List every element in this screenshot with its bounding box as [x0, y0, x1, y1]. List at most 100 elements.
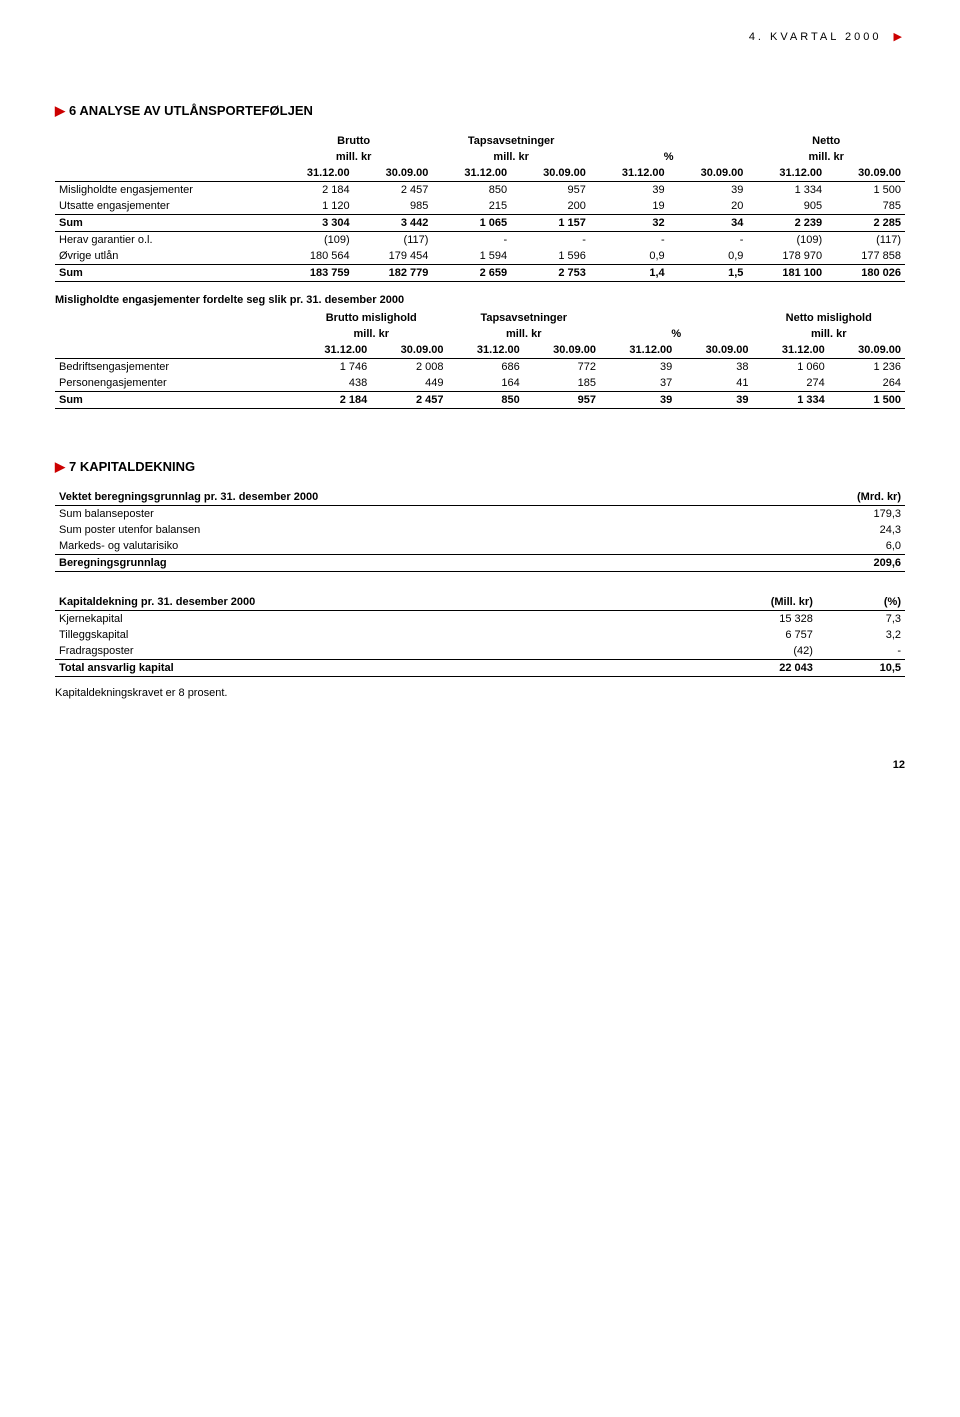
- cell: 1,5: [669, 265, 748, 282]
- row-label: Sum balanseposter: [55, 506, 767, 523]
- page-number: 12: [55, 759, 905, 771]
- cell: (117): [354, 232, 433, 249]
- cell: 22 043: [667, 660, 817, 677]
- section-6-title: ▶ 6 ANALYSE AV UTLÅNSPORTEFØLJEN: [55, 103, 905, 119]
- footer-note: Kapitaldekningskravet er 8 prosent.: [55, 687, 905, 699]
- unit-header-cell: %: [590, 149, 748, 165]
- col-header-cell: 30.09.00: [354, 165, 433, 182]
- cell: 182 779: [354, 265, 433, 282]
- col-header-cell: 31.12.00: [590, 165, 669, 182]
- section-7-title-text: 7 KAPITALDEKNING: [69, 459, 195, 474]
- cell: 39: [600, 359, 676, 376]
- table-sum-row: Sum 2 184 2 457 850 957 39 39 1 334 1 50…: [55, 392, 905, 409]
- cell: 15 328: [667, 611, 817, 628]
- table-sum-row: Beregningsgrunnlag 209,6: [55, 555, 905, 572]
- cell: 177 858: [826, 248, 905, 265]
- cell: 2 659: [432, 265, 511, 282]
- col-header-cell: 30.09.00: [829, 342, 905, 359]
- section-6-title-text: 6 ANALYSE AV UTLÅNSPORTEFØLJEN: [69, 103, 313, 118]
- cell: 180 026: [826, 265, 905, 282]
- cell: 2 184: [295, 392, 371, 409]
- cell: 957: [511, 182, 590, 199]
- cell: -: [817, 643, 905, 660]
- cell: 1 236: [829, 359, 905, 376]
- cell: 1 157: [511, 215, 590, 232]
- cell: 1 500: [826, 182, 905, 199]
- table-group-header: Brutto mislighold Tapsavsetninger Netto …: [55, 310, 905, 326]
- row-label: Total ansvarlig kapital: [55, 660, 667, 677]
- cell: 1 594: [432, 248, 511, 265]
- group-header-cell: Brutto mislighold: [295, 310, 448, 326]
- table-default-breakdown: Brutto mislighold Tapsavsetninger Netto …: [55, 310, 905, 409]
- cell: 850: [448, 392, 524, 409]
- cell: 39: [669, 182, 748, 199]
- table-col-header: Vektet beregningsgrunnlag pr. 31. desemb…: [55, 489, 905, 506]
- cell: 39: [676, 392, 752, 409]
- unit-header-cell: %: [600, 326, 753, 342]
- cell: 24,3: [767, 522, 905, 538]
- cell: 179,3: [767, 506, 905, 523]
- cell: 957: [524, 392, 600, 409]
- row-label: Utsatte engasjementer: [55, 198, 275, 215]
- cell: 785: [826, 198, 905, 215]
- cell: 3,2: [817, 627, 905, 643]
- cell: 34: [669, 215, 748, 232]
- unit-header-cell: mill. kr: [275, 149, 433, 165]
- cell: 0,9: [669, 248, 748, 265]
- row-label: Markeds- og valutarisiko: [55, 538, 767, 555]
- col-header-cell: 30.09.00: [511, 165, 590, 182]
- table-row: Herav garantier o.l. (109) (117) - - - -…: [55, 232, 905, 249]
- cell: 32: [590, 215, 669, 232]
- cell: 39: [590, 182, 669, 199]
- cell: 164: [448, 375, 524, 392]
- cell: 185: [524, 375, 600, 392]
- table-row: Bedriftsengasjementer 1 746 2 008 686 77…: [55, 359, 905, 376]
- row-label: Personengasjementer: [55, 375, 295, 392]
- table-loan-portfolio: Brutto Tapsavsetninger Netto mill. kr mi…: [55, 133, 905, 282]
- header-text: 4. KVARTAL 2000: [749, 31, 882, 43]
- unit-header-cell: mill. kr: [432, 149, 590, 165]
- col-header-cell: 31.12.00: [275, 165, 354, 182]
- row-label: Kjernekapital: [55, 611, 667, 628]
- col-header-cell: 31.12.00: [747, 165, 826, 182]
- cell: (42): [667, 643, 817, 660]
- cell: 1 334: [753, 392, 829, 409]
- row-label: Bedriftsengasjementer: [55, 359, 295, 376]
- row-label: Herav garantier o.l.: [55, 232, 275, 249]
- cell: -: [590, 232, 669, 249]
- table-unit-header: mill. kr mill. kr % mill. kr: [55, 149, 905, 165]
- table-unit-header: mill. kr mill. kr % mill. kr: [55, 326, 905, 342]
- cell: 2 239: [747, 215, 826, 232]
- cell: 2 184: [275, 182, 354, 199]
- cell: 179 454: [354, 248, 433, 265]
- cell: 905: [747, 198, 826, 215]
- cell: 10,5: [817, 660, 905, 677]
- section-7-title: ▶7 KAPITALDEKNING: [55, 459, 905, 475]
- arrow-icon: ▶: [55, 103, 65, 118]
- cell: 6,0: [767, 538, 905, 555]
- table-sum-row: Total ansvarlig kapital 22 043 10,5: [55, 660, 905, 677]
- table-title-cell: Vektet beregningsgrunnlag pr. 31. desemb…: [55, 489, 767, 506]
- cell: 39: [600, 392, 676, 409]
- cell: 7,3: [817, 611, 905, 628]
- table-capital-adequacy: Kapitaldekning pr. 31. desember 2000 (Mi…: [55, 594, 905, 677]
- cell: 449: [371, 375, 447, 392]
- cell: 1 596: [511, 248, 590, 265]
- cell: 686: [448, 359, 524, 376]
- cell: 200: [511, 198, 590, 215]
- cell: 178 970: [747, 248, 826, 265]
- cell: 1 500: [829, 392, 905, 409]
- cell: 1 334: [747, 182, 826, 199]
- table-title-cell: Kapitaldekning pr. 31. desember 2000: [55, 594, 667, 611]
- row-label: Misligholdte engasjementer: [55, 182, 275, 199]
- cell: 183 759: [275, 265, 354, 282]
- cell: 772: [524, 359, 600, 376]
- cell: (109): [747, 232, 826, 249]
- col-header-cell: 31.12.00: [753, 342, 829, 359]
- table-col-header: 31.12.00 30.09.00 31.12.00 30.09.00 31.1…: [55, 165, 905, 182]
- row-label: Tilleggskapital: [55, 627, 667, 643]
- cell: 180 564: [275, 248, 354, 265]
- group-header-cell: [600, 310, 753, 326]
- cell: 2 285: [826, 215, 905, 232]
- table-row: Tilleggskapital 6 757 3,2: [55, 627, 905, 643]
